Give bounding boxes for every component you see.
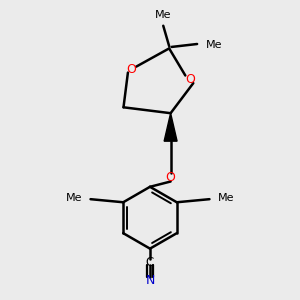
Text: N: N xyxy=(145,274,155,286)
Text: O: O xyxy=(166,171,176,184)
Text: Me: Me xyxy=(206,40,222,50)
Polygon shape xyxy=(164,113,177,141)
Text: C: C xyxy=(146,256,154,269)
Text: O: O xyxy=(185,73,195,86)
Text: Me: Me xyxy=(155,11,172,20)
Text: O: O xyxy=(126,62,136,76)
Text: Me: Me xyxy=(218,193,234,203)
Text: Me: Me xyxy=(66,193,82,203)
